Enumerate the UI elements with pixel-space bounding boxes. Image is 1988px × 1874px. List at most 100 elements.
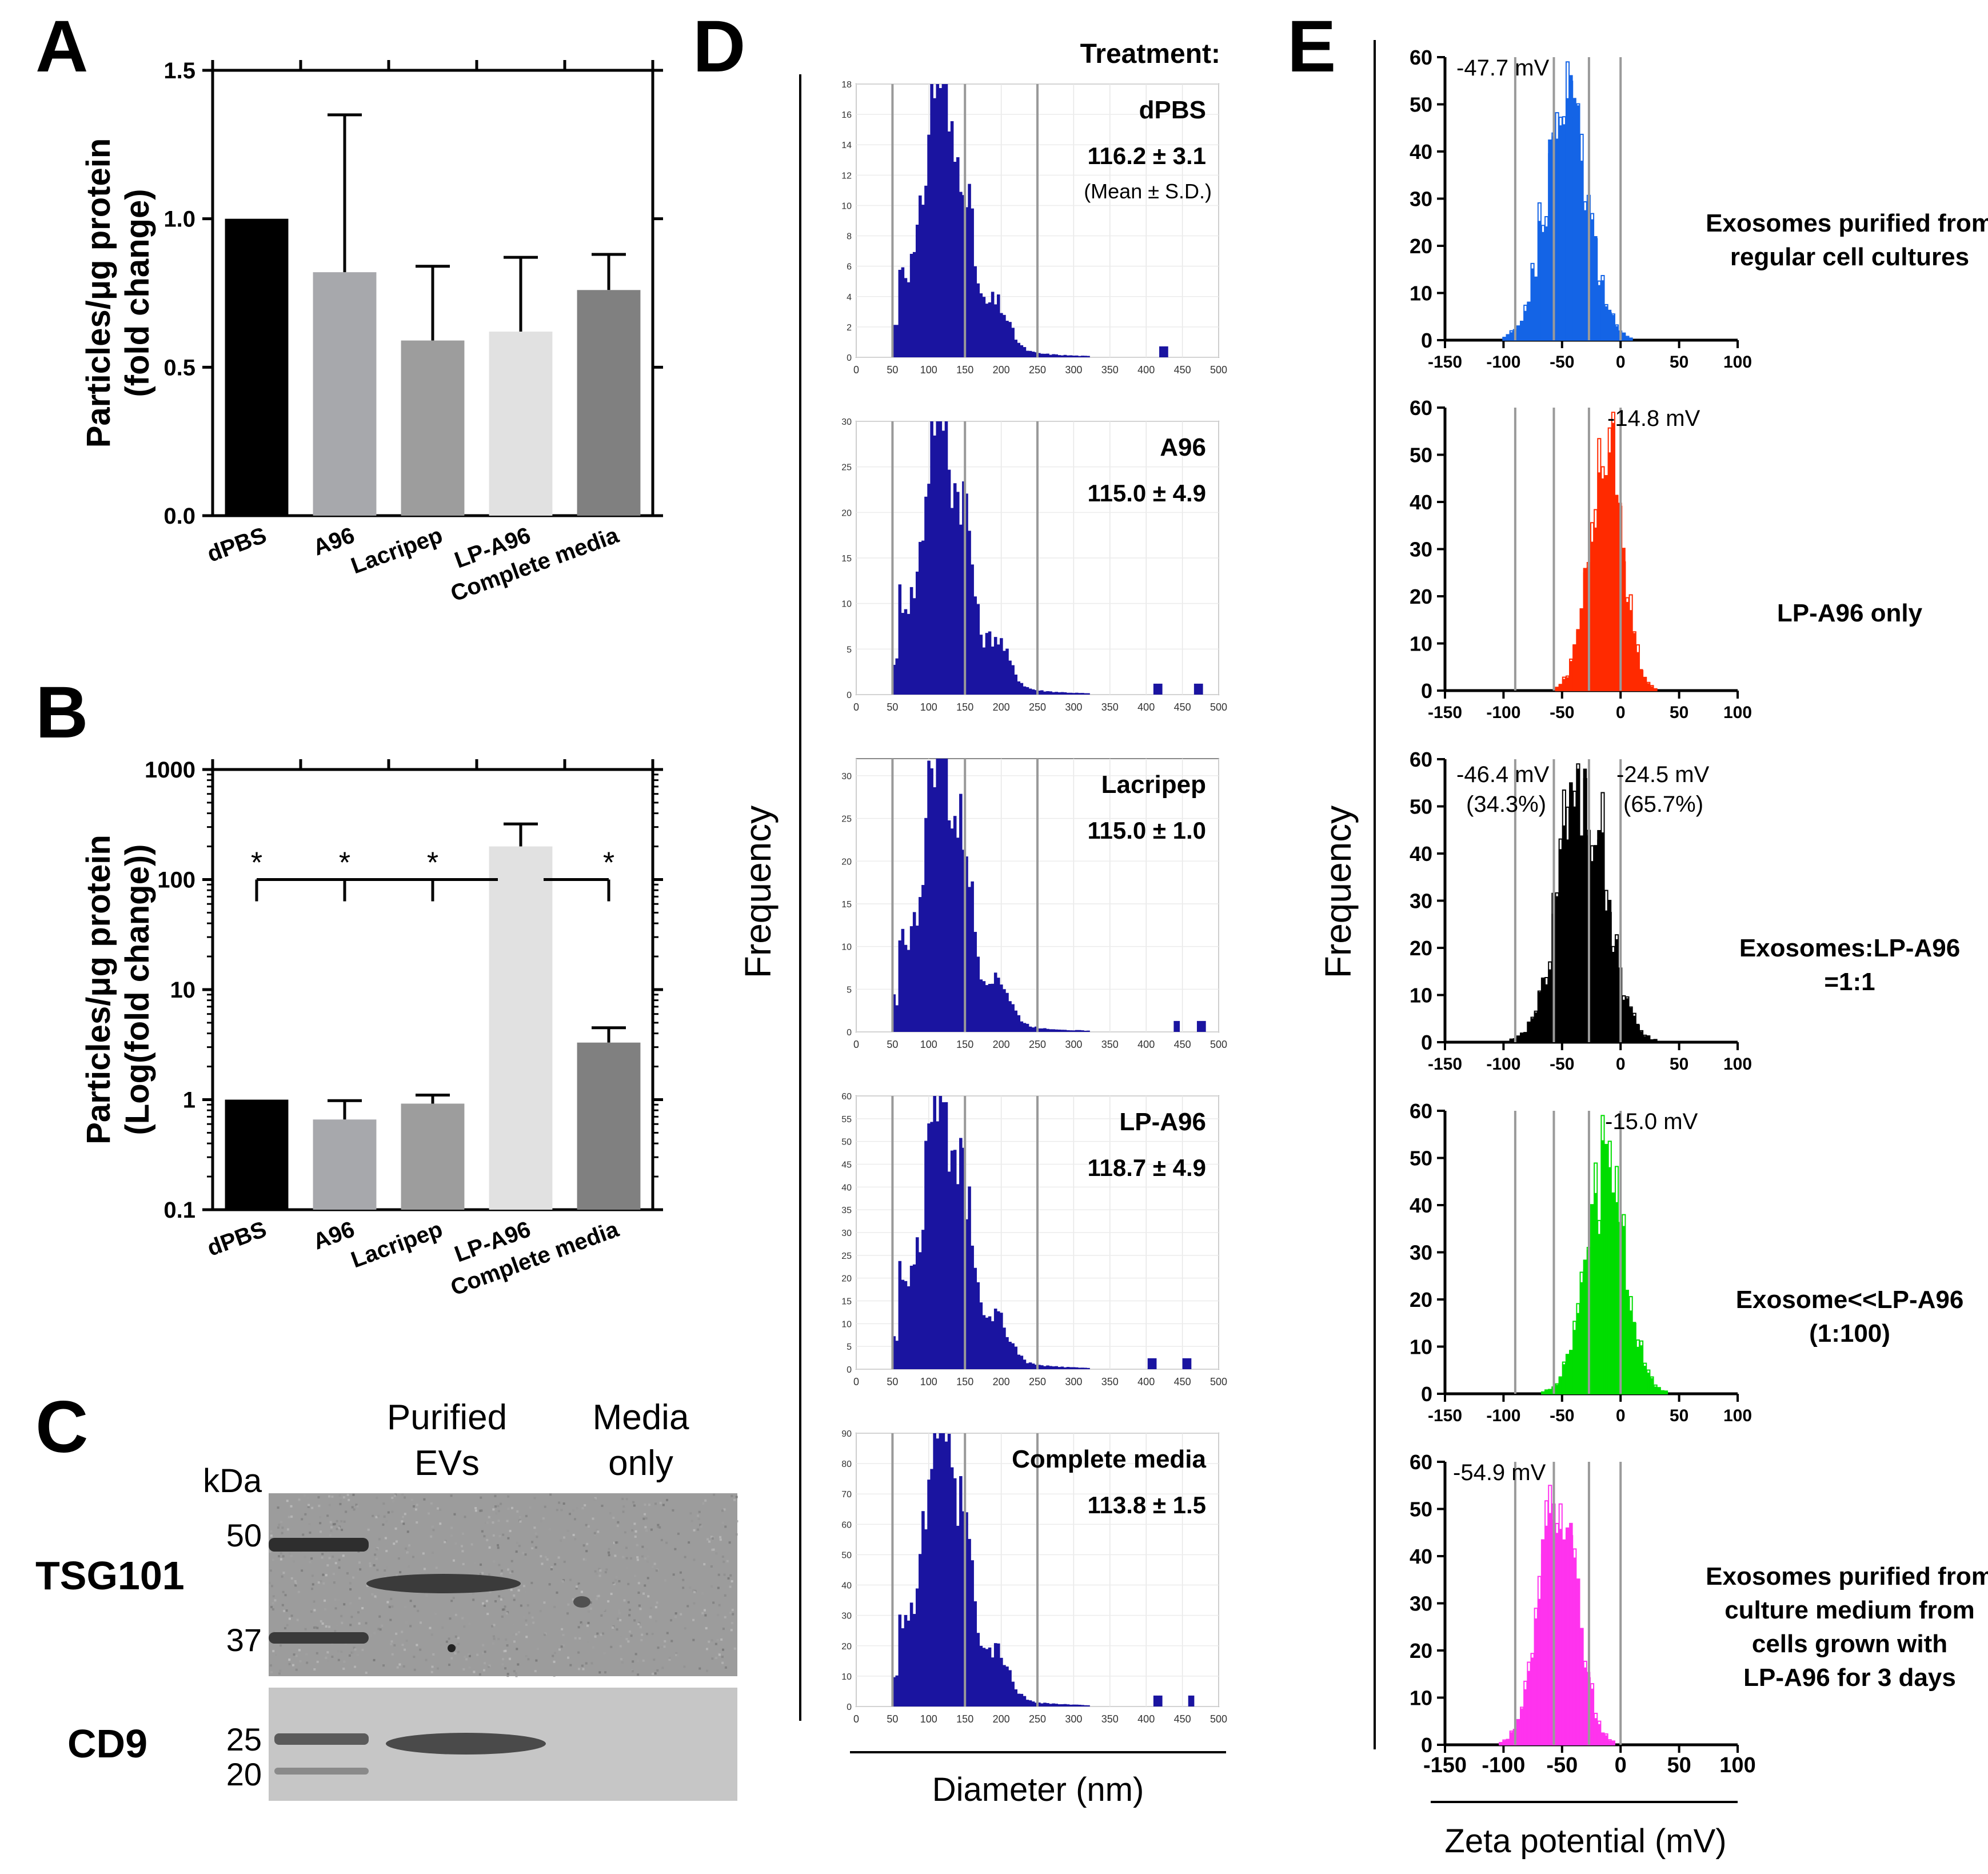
blot-grain [546,1558,549,1561]
blot-grain [497,1638,500,1641]
kda-label: kDa [203,1462,262,1500]
blot-grain [482,1652,485,1654]
histogram-bar [1516,325,1520,340]
y-tick-label: 16 [841,110,852,120]
y-tick-label: 2 [847,323,852,333]
x-tick-label: 350 [1101,1039,1119,1050]
histogram-bar [1156,1695,1160,1706]
blot-grain [697,1528,700,1531]
histogram-bar [1023,686,1027,695]
histogram-bar [1153,683,1157,695]
blot-grain [572,1509,574,1512]
histogram-bar [1069,1704,1073,1706]
blot-grain [361,1607,364,1610]
blot-grain [590,1662,593,1665]
x-tick-label: dPBS [204,523,270,567]
blot-grain [332,1523,335,1526]
histogram-bar [1594,1718,1598,1745]
histogram-bar [924,496,928,695]
histogram-bar [1049,1704,1052,1706]
histogram-bar [1635,652,1640,691]
blot-grain [313,1668,316,1671]
blot-grain [492,1534,495,1537]
y-tick-label: 0 [1421,679,1432,703]
histogram-bar [1565,677,1570,691]
histogram-bar [1625,337,1629,340]
histogram-bar [1540,1539,1545,1745]
histogram-bar [1008,1341,1012,1369]
histogram-bar [976,956,980,1032]
histogram-bar [1607,1167,1612,1394]
histogram-bar [965,856,968,1032]
blot-grain [613,1541,616,1544]
histogram-bar [1084,1705,1087,1706]
blot-grain [301,1518,304,1521]
blot-grain [292,1664,294,1666]
blot-grain [714,1656,717,1659]
histogram-bar [936,84,940,357]
blot-grain [504,1667,507,1670]
blot-grain [495,1512,498,1515]
blot-grain [274,1599,277,1602]
blot-grain [732,1613,734,1616]
histogram-bar [1663,1391,1668,1394]
blot-grain [369,1634,372,1637]
blot-grain [588,1610,590,1613]
histogram-outline [1650,1376,1654,1394]
stat-note: (Mean ± S.D.) [1084,180,1212,203]
x-tick-label: 250 [1029,701,1046,713]
blot-grain [542,1500,545,1502]
blot-grain [597,1594,600,1597]
histogram-bar [979,293,983,357]
y-tick-label: 70 [841,1490,852,1500]
blot-grain [634,1530,637,1533]
blot-grain [288,1658,291,1661]
histogram-bar [1527,302,1531,340]
blot-grain [270,1530,273,1533]
blot-grain [388,1605,391,1608]
blot-column-header: Purified [387,1398,507,1437]
histogram-bar [921,540,925,695]
blot-grain [684,1627,686,1630]
blot-grain [334,1598,337,1601]
blot-grain [577,1651,580,1654]
histogram-bar [1057,692,1061,695]
histogram-bar [1066,1030,1070,1032]
x-tick-label: 500 [1210,1376,1227,1387]
histogram-bar [1583,210,1587,340]
blot-grain [586,1641,589,1644]
blot-grain [543,1601,546,1604]
histogram-bar [1622,333,1626,340]
blot-grain [359,1568,362,1571]
histogram-bar [1020,345,1024,357]
histogram-bar [1534,1618,1538,1745]
blot-grain [654,1502,657,1505]
blot-grain [376,1497,378,1500]
histogram-bar [953,483,957,695]
blot-grain [395,1540,398,1543]
y-tick-label: 0 [847,691,852,700]
y-tick-label: 30 [1410,188,1432,211]
histogram-bar [1060,1030,1064,1032]
blot-grain [448,1664,451,1666]
blot-grain [722,1628,725,1630]
histogram-outline [1646,1035,1651,1043]
blot-grain [705,1627,708,1630]
x-tick-label: 500 [1210,1039,1227,1050]
treatment-name: A96 [1160,433,1206,461]
histogram-bar [1572,1557,1576,1745]
histogram-bar [1203,1020,1206,1032]
sample-description: LP-A96 only [1777,599,1923,627]
blot-grain [554,1563,557,1566]
blot-grain [484,1650,486,1653]
blot-grain [385,1550,388,1553]
bar-dpbs [225,218,289,516]
blot-grain [436,1507,439,1510]
blot-grain [402,1522,405,1525]
blot-grain [689,1586,692,1589]
blot-grain [480,1496,482,1499]
x-tick-label: 200 [993,701,1010,713]
histogram-bar [1562,1539,1566,1745]
blot-grain [563,1536,566,1539]
histogram-bar [1622,999,1626,1042]
